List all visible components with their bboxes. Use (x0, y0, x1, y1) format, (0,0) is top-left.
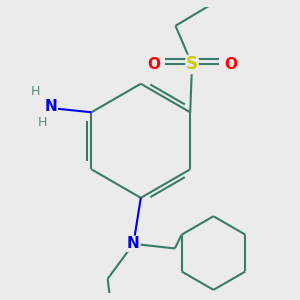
Text: O: O (224, 57, 237, 72)
Text: S: S (186, 56, 198, 74)
Text: O: O (147, 57, 160, 72)
Text: H: H (31, 85, 40, 98)
Text: H: H (38, 116, 47, 129)
Text: N: N (127, 236, 140, 251)
Text: N: N (44, 99, 57, 114)
